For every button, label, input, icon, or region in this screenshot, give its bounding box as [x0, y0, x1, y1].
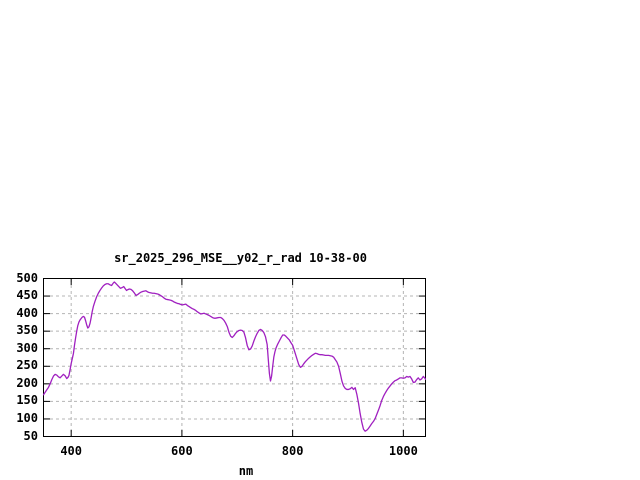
y-tick-label: 250	[16, 358, 38, 373]
plot-border	[43, 278, 426, 437]
chart-title: sr_2025_296_MSE__y02_r_rad 10-38-00	[114, 251, 367, 265]
y-tick-label: 50	[23, 428, 38, 443]
x-tick-label: 800	[281, 444, 304, 458]
y-tick-label: 300	[16, 340, 38, 355]
x-tick-label: 1000	[388, 444, 418, 458]
y-tick-label: 500	[16, 270, 38, 285]
chart-plot	[43, 278, 426, 437]
y-tick-label: 400	[16, 305, 38, 320]
x-axis-label: nm	[238, 464, 254, 478]
y-tick-label: 100	[16, 410, 38, 425]
spectrum-line	[43, 281, 426, 432]
y-tick-label: 350	[16, 323, 38, 338]
x-tick-label: 400	[60, 444, 83, 458]
y-tick-label: 150	[16, 393, 38, 408]
y-tick-label: 200	[16, 375, 38, 390]
x-tick-label: 600	[171, 444, 193, 458]
y-tick-label: 450	[16, 288, 38, 303]
